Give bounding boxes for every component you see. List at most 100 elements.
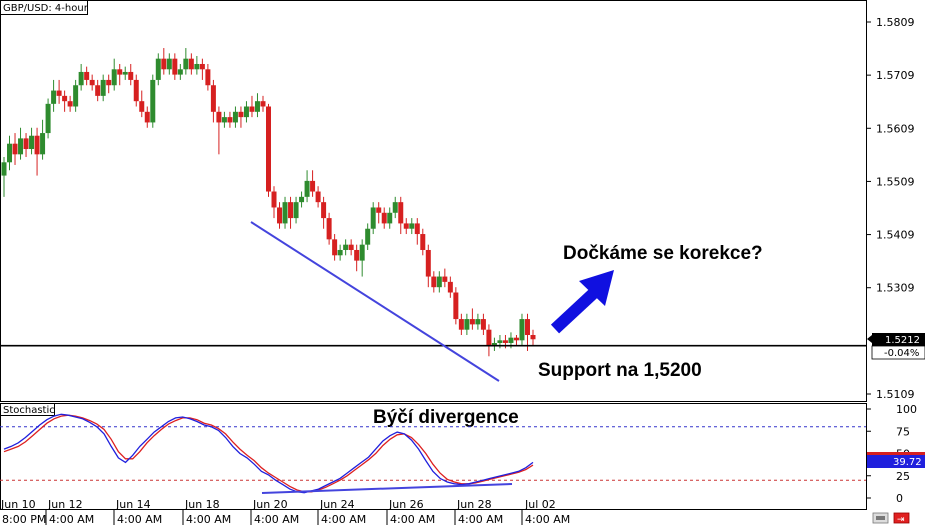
candle (128, 63, 134, 86)
candle-body (188, 58, 194, 70)
candle (409, 218, 415, 235)
candle-body (469, 319, 475, 325)
time-day-label: Jun 10 (0, 498, 36, 511)
candle (260, 95, 266, 112)
stoch-value-marker (867, 452, 925, 455)
candle (100, 74, 106, 102)
zoom-button[interactable] (872, 512, 889, 524)
candle-body (266, 106, 271, 192)
candle (199, 58, 205, 80)
candle-body (370, 207, 376, 229)
candle-body (161, 58, 167, 70)
candle-body (144, 111, 150, 123)
support-annotation: Support na 1,5200 (538, 360, 702, 381)
candle (106, 74, 112, 94)
stoch-tick-label: 100 (896, 403, 917, 416)
last-change-badge (871, 345, 925, 360)
time-day-label: Jun 28 (456, 498, 492, 511)
candle (359, 239, 365, 277)
candle-body (84, 71, 90, 80)
candle-body (89, 79, 95, 86)
candle-body (51, 90, 57, 104)
candle (447, 276, 453, 298)
divergence-annotation: Býčí divergence (373, 407, 519, 428)
candle-body (458, 319, 464, 330)
candle (227, 111, 233, 128)
candle-body (133, 79, 139, 102)
candle-body (56, 90, 62, 96)
stoch-value: 39.72 (893, 457, 922, 468)
candle (150, 74, 156, 128)
candle-body (249, 106, 255, 112)
candle-body (155, 58, 161, 80)
candle-body (34, 135, 40, 155)
candle (111, 58, 117, 91)
candle-body (216, 111, 222, 123)
candle-body (398, 202, 404, 224)
candle (414, 218, 420, 245)
time-day-label: Jun 12 (47, 498, 83, 511)
candle (166, 53, 172, 75)
candle (243, 101, 249, 123)
candles-group (1, 48, 536, 357)
time-hour-label: 4:00 AM (49, 513, 94, 525)
candle-body (381, 212, 387, 224)
candle-body (530, 335, 536, 340)
candle (254, 93, 260, 118)
candle (524, 313, 530, 351)
candle-body (227, 117, 233, 123)
candle-body (409, 223, 415, 229)
last-change-value: -0.04% (884, 348, 919, 359)
candle (442, 268, 448, 288)
stoch-value-badge (867, 455, 925, 468)
candle (326, 212, 332, 245)
candle-body (365, 228, 371, 245)
candle (370, 202, 376, 235)
candle (210, 79, 216, 123)
candle (486, 324, 492, 357)
candle-body (29, 135, 35, 150)
stoch-tick-label: 75 (896, 425, 910, 438)
candle-body (431, 276, 437, 288)
candle-body (480, 319, 486, 330)
title-box (0, 0, 88, 15)
candle (7, 135, 13, 171)
last-price-value: 1.5212 (885, 335, 920, 346)
time-hour-label: 4:00 AM (525, 513, 570, 525)
candle-body (205, 69, 211, 86)
candle (249, 95, 255, 118)
candle-body (497, 340, 503, 343)
candle-body (337, 249, 343, 256)
candle-body (392, 202, 398, 213)
candle (232, 106, 238, 128)
candle-body (210, 85, 216, 112)
candle (84, 66, 90, 86)
candle-body (321, 202, 327, 219)
price-tick-label: 1.5609 (876, 122, 915, 135)
candle (321, 196, 327, 229)
time-hour-label: 8:00 PM (2, 513, 46, 525)
scroll-end-button[interactable]: ⇥ (893, 512, 910, 525)
candle-body (299, 196, 305, 203)
candle-body (23, 138, 29, 150)
candle (425, 244, 431, 288)
candle-body (122, 71, 128, 75)
candle-body (436, 276, 442, 288)
candle (18, 127, 24, 160)
time-day-label: Jun 14 (115, 498, 151, 511)
candle-body (277, 207, 283, 224)
candle (381, 207, 387, 229)
candle-body (177, 69, 183, 75)
candle-body (7, 143, 13, 163)
candle (332, 234, 338, 261)
candle (62, 90, 68, 112)
candle (398, 196, 404, 235)
candle (139, 90, 145, 118)
candle (266, 103, 271, 197)
candle (293, 196, 299, 224)
candle-body (502, 340, 508, 343)
time-hour-label: 4:00 AM (458, 513, 503, 525)
candle (464, 313, 470, 336)
price-tick-label: 1.5309 (876, 282, 915, 295)
